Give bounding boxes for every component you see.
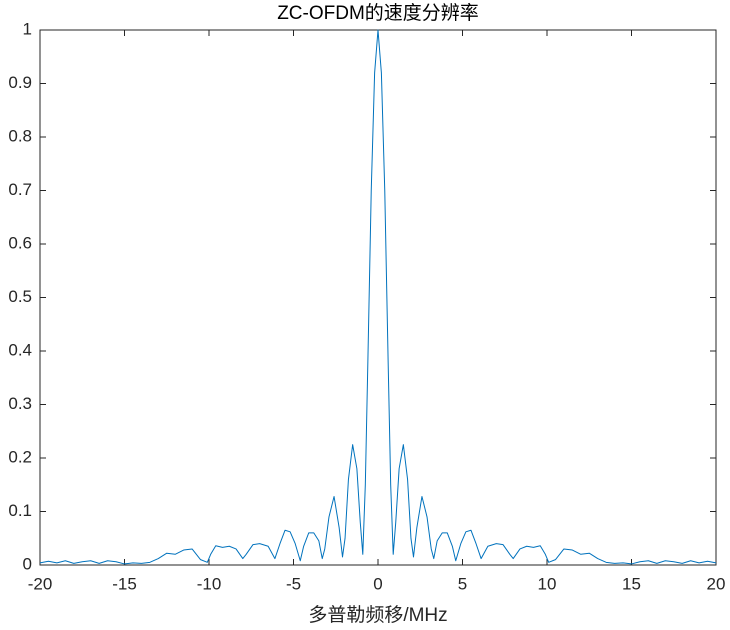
y-tick-label: 1 [23,19,32,38]
y-tick-label: 0 [23,554,32,573]
x-tick-label: 0 [373,574,382,593]
x-tick-label: 20 [707,574,726,593]
y-tick-label: 0.6 [8,233,32,252]
y-tick-label: 0.7 [8,180,32,199]
x-axis-label: 多普勒频移/MHz [308,604,447,626]
y-tick-label: 0.4 [8,340,32,359]
y-tick-label: 0.8 [8,126,32,145]
x-tick-label: 5 [458,574,467,593]
y-tick-label: 0.5 [8,287,32,306]
x-tick-label: -10 [197,574,222,593]
x-tick-label: -5 [286,574,301,593]
x-tick-label: -15 [112,574,137,593]
y-tick-label: 0.9 [8,73,32,92]
y-tick-label: 0.3 [8,394,32,413]
data-line [39,29,717,565]
x-tick-label: 15 [622,574,641,593]
chart-title: ZC-OFDM的速度分辨率 [277,2,479,24]
x-tick-label: 10 [538,574,557,593]
x-tick-label: -20 [28,574,53,593]
y-tick-label: 0.1 [8,501,32,520]
y-tick-label: 0.2 [8,447,32,466]
